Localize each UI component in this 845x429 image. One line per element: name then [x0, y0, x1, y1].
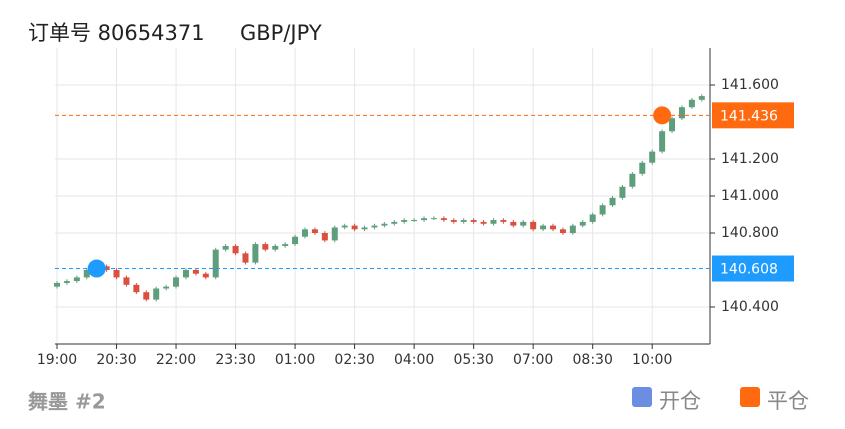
candle-body: [550, 225, 556, 230]
candle-body: [341, 225, 348, 228]
price-label: 141.436: [720, 108, 778, 124]
candle-body: [629, 173, 636, 187]
candle-body: [282, 244, 289, 246]
candle-body: [143, 292, 150, 300]
y-tick-label: 140.800: [721, 225, 779, 241]
candle-body: [123, 277, 130, 285]
candle-body: [599, 205, 606, 215]
candle-body: [202, 273, 209, 278]
candle-body: [252, 244, 259, 263]
candle-body: [401, 220, 408, 222]
candle-body: [272, 245, 279, 250]
x-tick-label: 01:00: [275, 352, 315, 368]
candle-body: [153, 288, 160, 300]
x-tick-label: 02:30: [334, 352, 374, 368]
x-tick-label: 07:00: [513, 352, 553, 368]
x-tick-label: 04:00: [394, 352, 434, 368]
candle-body: [163, 286, 170, 289]
candle-body: [669, 118, 676, 132]
candle-body: [381, 223, 388, 226]
candle-body: [490, 220, 497, 224]
candle-body: [530, 221, 537, 230]
y-tick-label: 140.400: [721, 299, 779, 315]
candle-body: [302, 229, 308, 237]
price-label-box: [712, 255, 794, 282]
candle-body: [678, 107, 685, 119]
candle-body: [411, 220, 418, 222]
y-tick-label: 141.600: [721, 77, 779, 93]
candle-body: [212, 249, 219, 278]
candle-body: [510, 221, 517, 226]
legend-swatch: [632, 387, 652, 407]
candle-body: [430, 218, 437, 220]
candle-body: [440, 218, 447, 221]
candle-body: [589, 214, 596, 222]
candle-body: [609, 197, 616, 206]
candle-body: [311, 229, 318, 233]
candle-body: [639, 162, 646, 174]
candle-body: [262, 244, 269, 250]
legend-label: 平仓: [767, 389, 809, 413]
x-tick-label: 23:30: [215, 352, 255, 368]
candle-body: [192, 270, 199, 274]
candle-body: [113, 270, 120, 278]
x-tick-label: 22:00: [156, 352, 196, 368]
candle-body: [460, 220, 467, 222]
legend-swatch: [740, 387, 760, 407]
chart-subtitle: GBP/JPY: [240, 21, 322, 45]
x-tick-label: 05:30: [453, 352, 493, 368]
candle-body: [450, 220, 457, 222]
candle-body: [371, 225, 378, 228]
candle-body: [619, 186, 626, 198]
candle-body: [559, 229, 566, 233]
candle-body: [321, 233, 328, 241]
price-label: 140.608: [720, 262, 778, 278]
candle-body: [242, 253, 249, 263]
candle-body: [351, 225, 358, 230]
candle-body: [421, 218, 428, 221]
candle-body: [698, 96, 705, 100]
candle-body: [540, 225, 547, 230]
candle-body: [232, 245, 239, 254]
candle-body: [292, 236, 299, 245]
candle-body: [579, 221, 586, 226]
legend-label: 开仓: [659, 389, 701, 413]
candle-body: [500, 220, 507, 222]
candle-body: [391, 221, 398, 224]
candle-body: [331, 227, 338, 241]
y-tick-label: 141.000: [721, 188, 779, 204]
candle-body: [73, 277, 80, 282]
candle-body: [470, 220, 477, 222]
chart-title: 订单号 80654371: [28, 21, 205, 45]
candle-body: [520, 221, 527, 226]
candle-body: [133, 284, 140, 293]
candle-body: [480, 221, 487, 224]
footer: 舞墨 #2: [28, 390, 106, 414]
candle-body: [659, 131, 666, 152]
x-tick-label: 19:00: [37, 352, 77, 368]
candle-body: [83, 270, 90, 278]
candle-body: [569, 225, 576, 233]
candle-body: [688, 99, 695, 108]
trade-marker: [87, 259, 106, 278]
candle-body: [649, 151, 656, 163]
x-tick-label: 08:30: [573, 352, 613, 368]
price-label-box: [712, 102, 794, 129]
candle-body: [54, 282, 60, 287]
candle-body: [63, 281, 70, 283]
candle-body: [182, 270, 189, 278]
candle-body: [173, 277, 180, 287]
trade-marker: [653, 106, 672, 125]
y-tick-label: 141.200: [721, 151, 779, 167]
x-tick-label: 20:30: [96, 352, 136, 368]
x-tick-label: 10:00: [632, 352, 672, 368]
candle-body: [222, 245, 229, 250]
candle-body: [361, 227, 368, 230]
